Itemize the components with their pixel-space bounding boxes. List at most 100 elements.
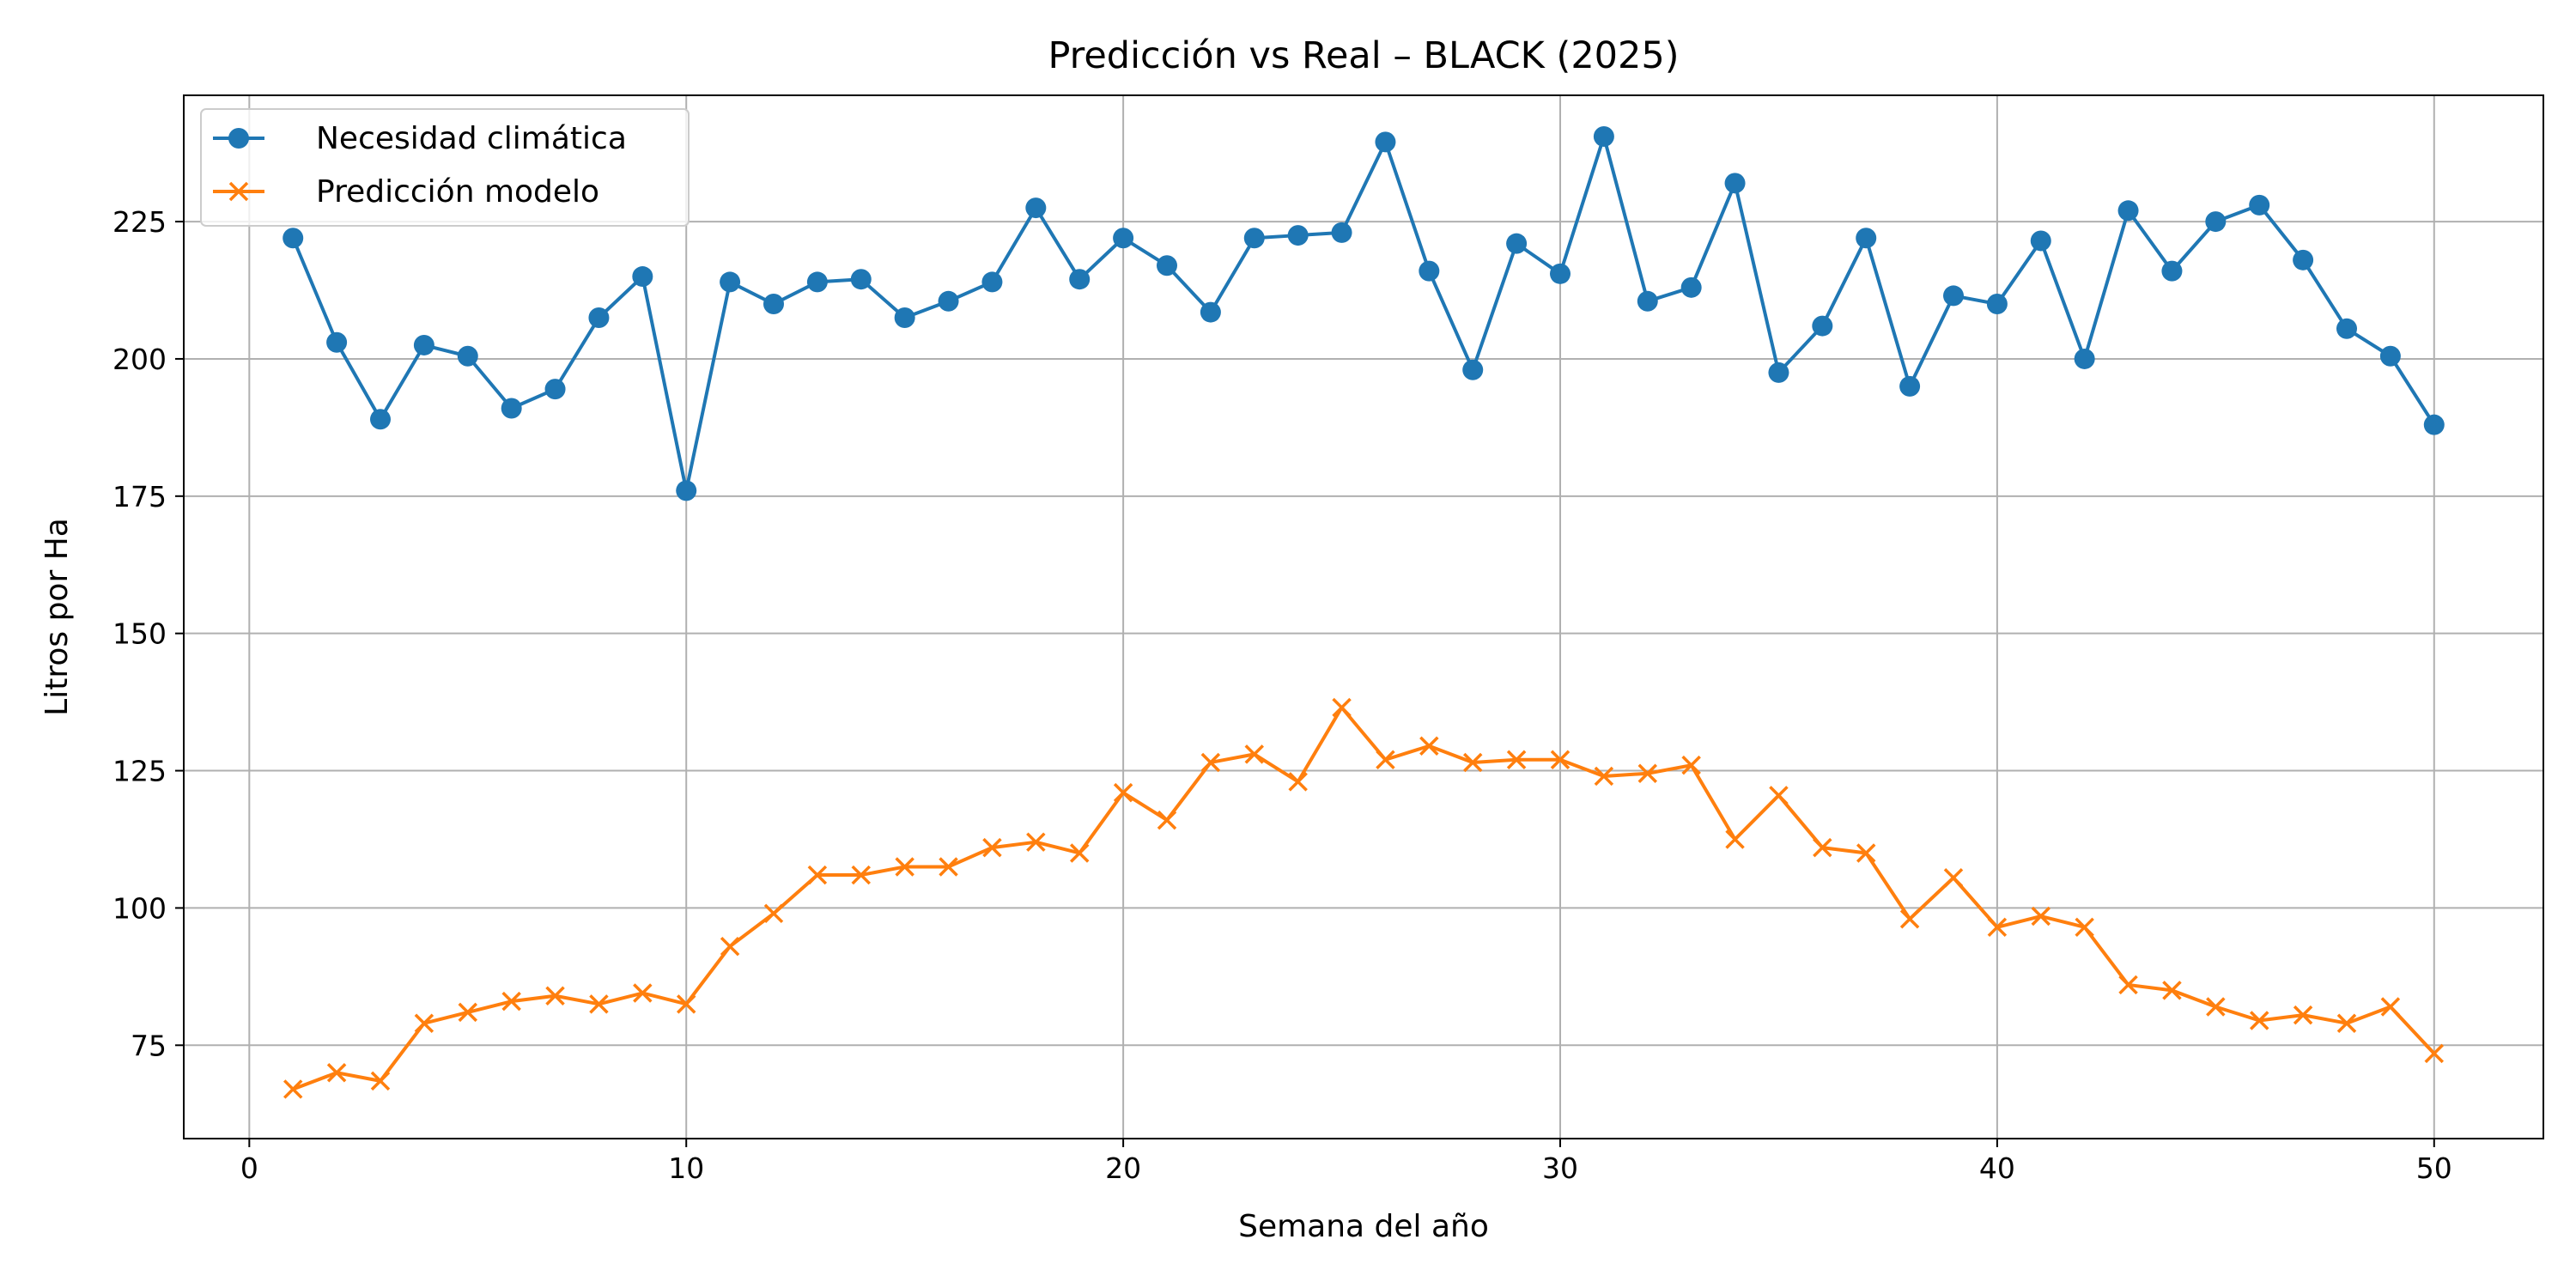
data-point xyxy=(1419,736,1439,756)
data-point xyxy=(1025,197,1047,219)
data-point xyxy=(2074,348,2095,369)
data-point xyxy=(763,903,784,924)
x-tick-label: 40 xyxy=(1979,1151,2015,1185)
data-point xyxy=(2161,260,2183,282)
data-point xyxy=(588,307,610,328)
y-tick-label: 75 xyxy=(131,1029,167,1062)
data-point xyxy=(807,865,828,885)
legend-box xyxy=(200,108,690,227)
data-point xyxy=(370,1071,391,1091)
data-point xyxy=(2162,981,2182,1000)
data-point xyxy=(545,986,565,1005)
data-point xyxy=(2336,318,2357,339)
data-point xyxy=(763,294,784,314)
data-point xyxy=(2206,997,2226,1017)
data-point xyxy=(1637,290,1658,312)
x-tick-label: 10 xyxy=(668,1151,704,1185)
grid xyxy=(184,95,2543,1139)
data-point xyxy=(1593,125,1614,147)
data-point xyxy=(458,1002,478,1023)
y-tick-label: 125 xyxy=(112,755,167,788)
legend-marker xyxy=(228,181,249,202)
data-point xyxy=(283,228,304,249)
data-point xyxy=(1113,228,1134,249)
legend-label: Predicción modelo xyxy=(316,174,599,210)
legend-item: Necesidad climática xyxy=(213,121,627,156)
data-point xyxy=(1157,255,1177,276)
data-point xyxy=(1812,315,1833,337)
data-point xyxy=(501,991,521,1012)
y-tick-label: 100 xyxy=(112,891,167,925)
data-point xyxy=(2075,917,2094,938)
data-point xyxy=(1943,285,1964,307)
data-point xyxy=(2205,211,2227,233)
data-point xyxy=(1943,868,1964,888)
data-point xyxy=(1200,301,1221,323)
y-tick-label: 225 xyxy=(112,205,167,239)
data-point xyxy=(283,1079,303,1099)
data-point xyxy=(2030,230,2051,252)
data-point xyxy=(1026,832,1046,852)
data-point xyxy=(1332,697,1352,718)
x-tick-label: 50 xyxy=(2416,1151,2452,1185)
series-necesidad-climatica xyxy=(283,125,2445,501)
data-point xyxy=(2249,194,2270,216)
data-point xyxy=(413,334,434,355)
data-point xyxy=(938,290,959,312)
series-line xyxy=(291,134,2436,493)
data-point xyxy=(2249,1011,2269,1030)
data-point xyxy=(633,983,653,1003)
data-point xyxy=(2293,249,2314,270)
data-point xyxy=(1550,750,1571,770)
data-point xyxy=(457,345,478,367)
data-point xyxy=(1462,359,1484,380)
data-point xyxy=(1506,233,1528,254)
legend-label: Necesidad climática xyxy=(316,121,627,156)
x-tick-label: 20 xyxy=(1105,1151,1141,1185)
data-point xyxy=(2379,345,2401,367)
data-point xyxy=(1157,810,1177,830)
chart-title: Predicción vs Real – BLACK (2025) xyxy=(1048,34,1679,77)
data-point xyxy=(2423,414,2445,435)
y-tick-label: 200 xyxy=(112,343,167,376)
data-point xyxy=(1550,263,1571,284)
series-line xyxy=(292,706,2436,1091)
data-point xyxy=(326,1063,347,1083)
data-point xyxy=(1287,225,1309,246)
data-point xyxy=(1769,786,1789,805)
data-point xyxy=(1069,843,1090,863)
data-point xyxy=(1506,750,1527,770)
data-point xyxy=(1856,228,1877,249)
data-point xyxy=(501,398,522,419)
data-point xyxy=(1813,837,1832,858)
data-point xyxy=(1419,260,1440,282)
data-point xyxy=(895,857,914,877)
data-point xyxy=(589,994,609,1014)
x-tick-label: 0 xyxy=(240,1151,258,1185)
data-point xyxy=(2424,1043,2445,1064)
series-layer xyxy=(283,125,2445,1099)
plot-frame xyxy=(183,94,2544,1139)
data-point xyxy=(676,994,696,1014)
y-tick-label: 150 xyxy=(112,617,167,651)
data-point xyxy=(1243,228,1265,249)
data-point xyxy=(1724,173,1746,194)
data-point xyxy=(720,936,740,957)
data-point xyxy=(1069,269,1091,290)
data-point xyxy=(2336,1013,2357,1033)
series-prediccion-modelo xyxy=(283,697,2445,1099)
data-point xyxy=(850,269,872,290)
data-point xyxy=(1680,276,1702,298)
data-point xyxy=(1637,763,1658,783)
legend: Necesidad climática Predicción modelo xyxy=(200,108,690,227)
data-point xyxy=(1899,908,1920,929)
data-point xyxy=(1113,782,1133,803)
data-point xyxy=(806,271,828,293)
x-axis-label: Semana del año xyxy=(1238,1209,1489,1244)
data-point xyxy=(939,857,958,877)
data-point xyxy=(1244,744,1265,764)
legend-item: Predicción modelo xyxy=(213,174,599,210)
data-point xyxy=(632,266,653,288)
data-point xyxy=(981,271,1003,293)
